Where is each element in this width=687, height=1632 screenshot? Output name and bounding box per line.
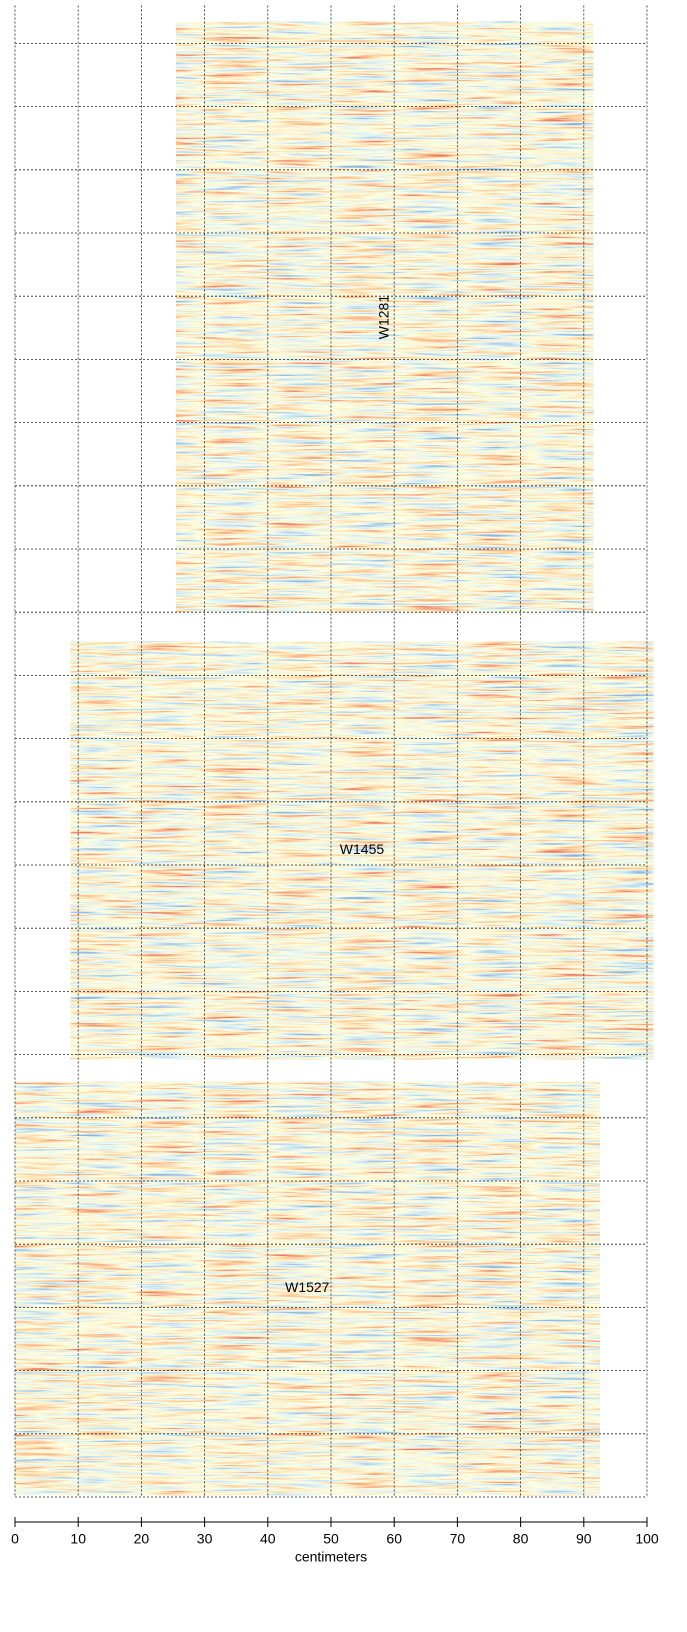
x-tick-label: 80 [513,1531,529,1547]
x-tick-label: 20 [134,1531,150,1547]
x-tick-label: 30 [197,1531,213,1547]
x-axis-label: centimeters [295,1549,367,1565]
panel-label: W1281 [375,295,391,340]
x-tick-label: 10 [70,1531,86,1547]
panel-heatmap [176,21,594,613]
panel-heatmap [15,1081,600,1496]
panel-label: W1527 [285,1279,330,1295]
x-tick-label: 50 [323,1531,339,1547]
x-tick-label: 70 [450,1531,466,1547]
panel-label: W1455 [340,841,385,857]
x-tick-label: 0 [11,1531,19,1547]
x-tick-label: 60 [386,1531,402,1547]
x-tick-label: 100 [635,1531,659,1547]
x-tick-label: 90 [576,1531,592,1547]
panel-heatmap [70,641,654,1060]
x-tick-label: 40 [260,1531,276,1547]
